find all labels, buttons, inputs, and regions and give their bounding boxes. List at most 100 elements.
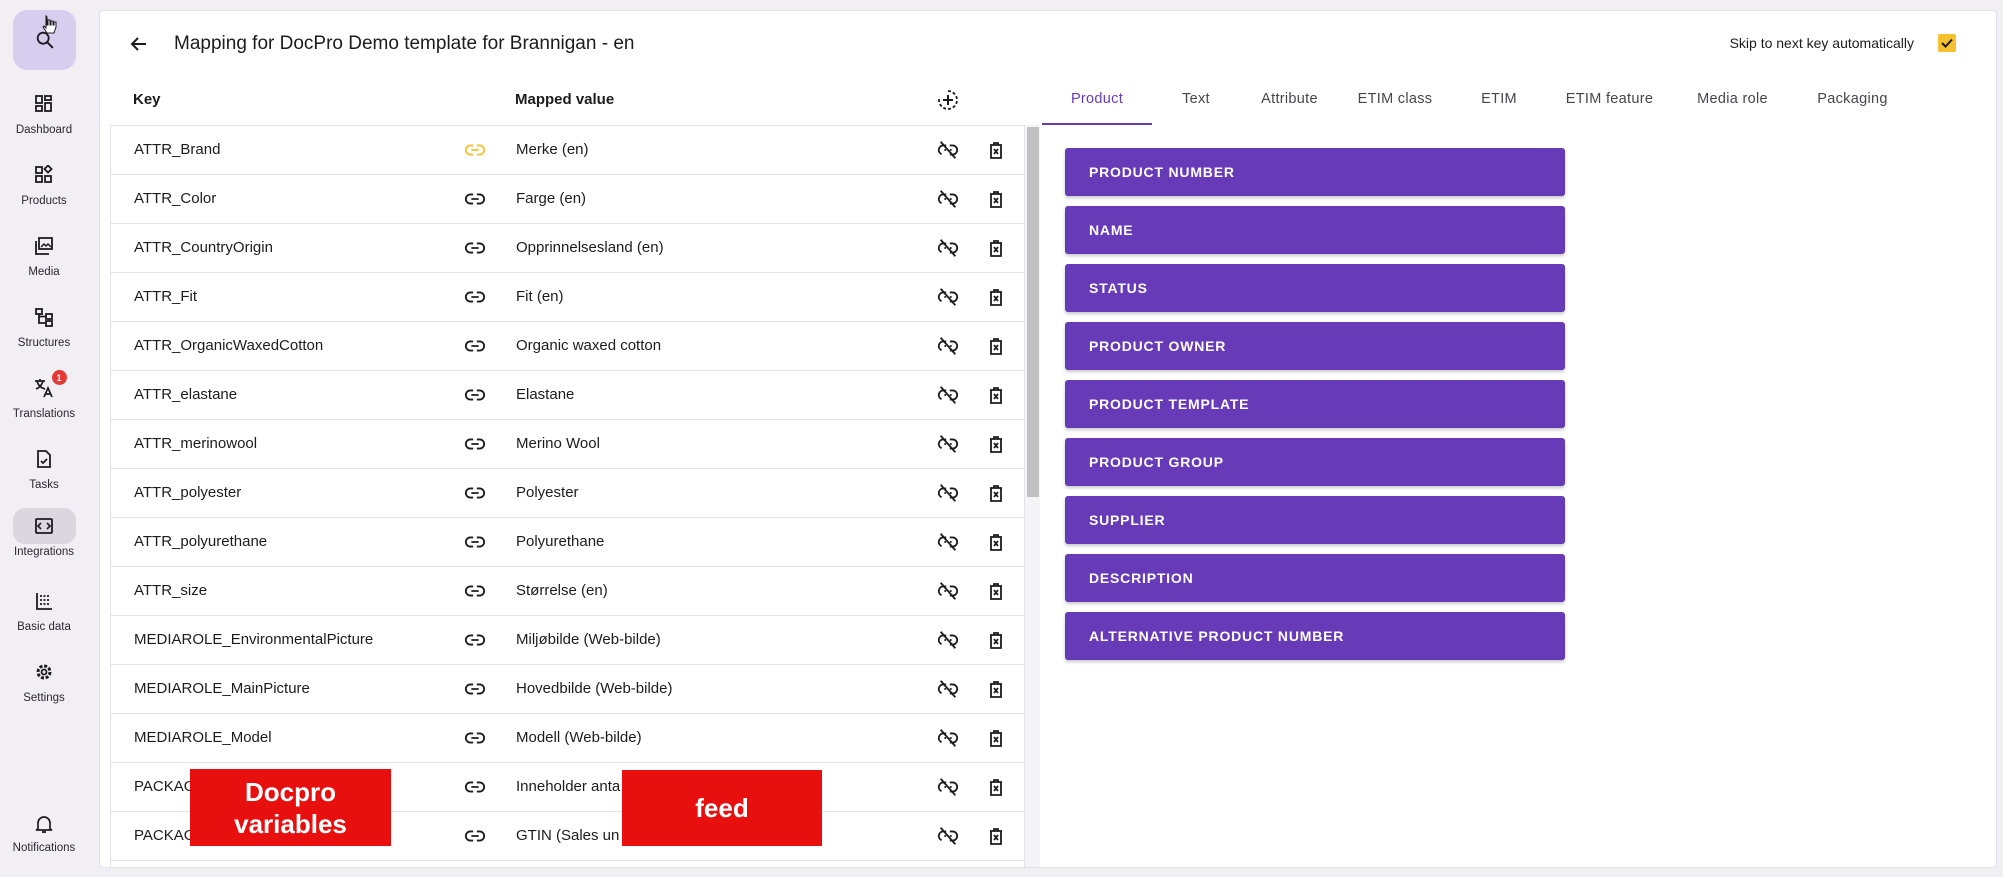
unlink-button[interactable] — [936, 285, 960, 309]
link-status-button[interactable] — [463, 530, 487, 554]
tab-attribute[interactable]: Attribute — [1240, 75, 1339, 125]
table-row[interactable]: ATTR_polyester Polyester — [111, 469, 1024, 518]
link-status-button[interactable] — [463, 726, 487, 750]
link-status-button[interactable] — [463, 432, 487, 456]
field-button-product-group[interactable]: PRODUCT GROUP — [1065, 438, 1565, 486]
delete-button[interactable] — [984, 138, 1008, 162]
tab-product[interactable]: Product — [1042, 75, 1152, 125]
table-row[interactable]: ATTR_merinowool Merino Wool — [111, 420, 1024, 469]
unlink-button[interactable] — [936, 775, 960, 799]
field-button-product-template[interactable]: PRODUCT TEMPLATE — [1065, 380, 1565, 428]
delete-button[interactable] — [984, 628, 1008, 652]
sidebar-item-dashboard[interactable]: Dashboard — [0, 86, 88, 136]
table-row[interactable]: ATTR_Brand Merke (en) — [111, 126, 1024, 175]
unlink-button[interactable] — [936, 677, 960, 701]
sidebar-item-products[interactable]: Products — [0, 157, 88, 207]
table-row[interactable]: ATTR_Fit Fit (en) — [111, 273, 1024, 322]
skip-next-key-checkbox[interactable] — [1938, 34, 1956, 52]
delete-button[interactable] — [984, 383, 1008, 407]
unlink-button[interactable] — [936, 530, 960, 554]
link-status-button[interactable] — [463, 775, 487, 799]
link-status-button[interactable] — [463, 236, 487, 260]
field-button-description[interactable]: DESCRIPTION — [1065, 554, 1565, 602]
field-button-supplier[interactable]: SUPPLIER — [1065, 496, 1565, 544]
back-button[interactable] — [128, 33, 150, 55]
link-status-button[interactable] — [463, 628, 487, 652]
tab-etim[interactable]: ETIM — [1451, 75, 1547, 125]
auto-map-button[interactable] — [935, 87, 961, 113]
delete-button[interactable] — [984, 824, 1008, 848]
field-button-product-owner[interactable]: PRODUCT OWNER — [1065, 322, 1565, 370]
row-key: MEDIAROLE_MainPicture — [134, 680, 310, 697]
sidebar-item-notifications[interactable]: Notifications — [0, 808, 88, 854]
link-status-button[interactable] — [463, 334, 487, 358]
delete-button[interactable] — [984, 530, 1008, 554]
table-row[interactable]: MEDIAROLE_MainPicture Hovedbilde (Web-bi… — [111, 665, 1024, 714]
table-row[interactable]: MEDIAROLE_EnvironmentalPicture Miljøbild… — [111, 616, 1024, 665]
sidebar-item-structures[interactable]: Structures — [0, 299, 88, 349]
delete-button[interactable] — [984, 579, 1008, 603]
tasks-icon — [37, 450, 51, 468]
scrollbar-thumb[interactable] — [1027, 127, 1039, 497]
table-row[interactable]: ATTR_Color Farge (en) — [111, 175, 1024, 224]
sidebar-item-basic-data[interactable]: Basic data — [0, 583, 88, 633]
sidebar-item-tasks[interactable]: Tasks — [0, 441, 88, 491]
unlink-button[interactable] — [936, 334, 960, 358]
table-row[interactable]: ATTR_elastane Elastane — [111, 371, 1024, 420]
delete-button[interactable] — [984, 775, 1008, 799]
unlink-button[interactable] — [936, 383, 960, 407]
delete-button[interactable] — [984, 285, 1008, 309]
unlink-button[interactable] — [936, 726, 960, 750]
unlink-button[interactable] — [936, 579, 960, 603]
unlink-button[interactable] — [936, 432, 960, 456]
tab-media-role[interactable]: Media role — [1672, 75, 1793, 125]
table-row[interactable]: ATTR_size Størrelse (en) — [111, 567, 1024, 616]
gear-icon — [36, 664, 52, 680]
tab-etim-feature[interactable]: ETIM feature — [1547, 75, 1672, 125]
unlink-button[interactable] — [936, 481, 960, 505]
link-status-button[interactable] — [463, 383, 487, 407]
link-status-button[interactable] — [463, 824, 487, 848]
sidebar-item-label: Media — [28, 266, 60, 278]
link-status-button[interactable] — [463, 138, 487, 162]
sidebar-item-media[interactable]: Media — [0, 228, 88, 278]
table-row[interactable]: MEDIAROLE_Model Modell (Web-bilde) — [111, 714, 1024, 763]
table-row[interactable]: PACKAG Inneholder anta — [111, 763, 1024, 812]
link-status-button[interactable] — [463, 187, 487, 211]
unlink-button[interactable] — [936, 236, 960, 260]
row-key: ATTR_size — [134, 582, 208, 599]
unlink-button[interactable] — [936, 824, 960, 848]
table-row[interactable]: ATTR_CountryOrigin Opprinnelsesland (en) — [111, 224, 1024, 273]
delete-button[interactable] — [984, 236, 1008, 260]
delete-button[interactable] — [984, 187, 1008, 211]
field-button-product-number[interactable]: PRODUCT NUMBER — [1065, 148, 1565, 196]
field-button-name[interactable]: NAME — [1065, 206, 1565, 254]
link-status-button[interactable] — [463, 481, 487, 505]
sidebar-item-label: Translations — [12, 408, 76, 420]
link-status-button[interactable] — [463, 579, 487, 603]
delete-button[interactable] — [984, 432, 1008, 456]
delete-button[interactable] — [984, 481, 1008, 505]
search-button[interactable] — [13, 10, 76, 70]
delete-button[interactable] — [984, 677, 1008, 701]
table-row[interactable]: ATTR_OrganicWaxedCotton Organic waxed co… — [111, 322, 1024, 371]
link-off-icon — [937, 533, 959, 551]
field-button-alternative-product-number[interactable]: ALTERNATIVE PRODUCT NUMBER — [1065, 612, 1565, 660]
delete-button[interactable] — [984, 334, 1008, 358]
field-button-status[interactable]: STATUS — [1065, 264, 1565, 312]
unlink-button[interactable] — [936, 138, 960, 162]
tab-packaging[interactable]: Packaging — [1793, 75, 1912, 125]
link-status-button[interactable] — [463, 285, 487, 309]
sidebar-item-integrations[interactable]: Integrations — [0, 508, 88, 558]
unlink-button[interactable] — [936, 628, 960, 652]
sidebar-item-translations[interactable]: 1 Translations — [0, 370, 88, 420]
table-scrollbar[interactable] — [1024, 125, 1040, 867]
tab-text[interactable]: Text — [1152, 75, 1240, 125]
tab-etim-class[interactable]: ETIM class — [1339, 75, 1451, 125]
unlink-button[interactable] — [936, 187, 960, 211]
table-row[interactable]: PACKAG GTIN (Sales un — [111, 812, 1024, 861]
delete-button[interactable] — [984, 726, 1008, 750]
table-row[interactable]: ATTR_polyurethane Polyurethane — [111, 518, 1024, 567]
sidebar-item-settings[interactable]: Settings — [0, 654, 88, 704]
link-status-button[interactable] — [463, 677, 487, 701]
